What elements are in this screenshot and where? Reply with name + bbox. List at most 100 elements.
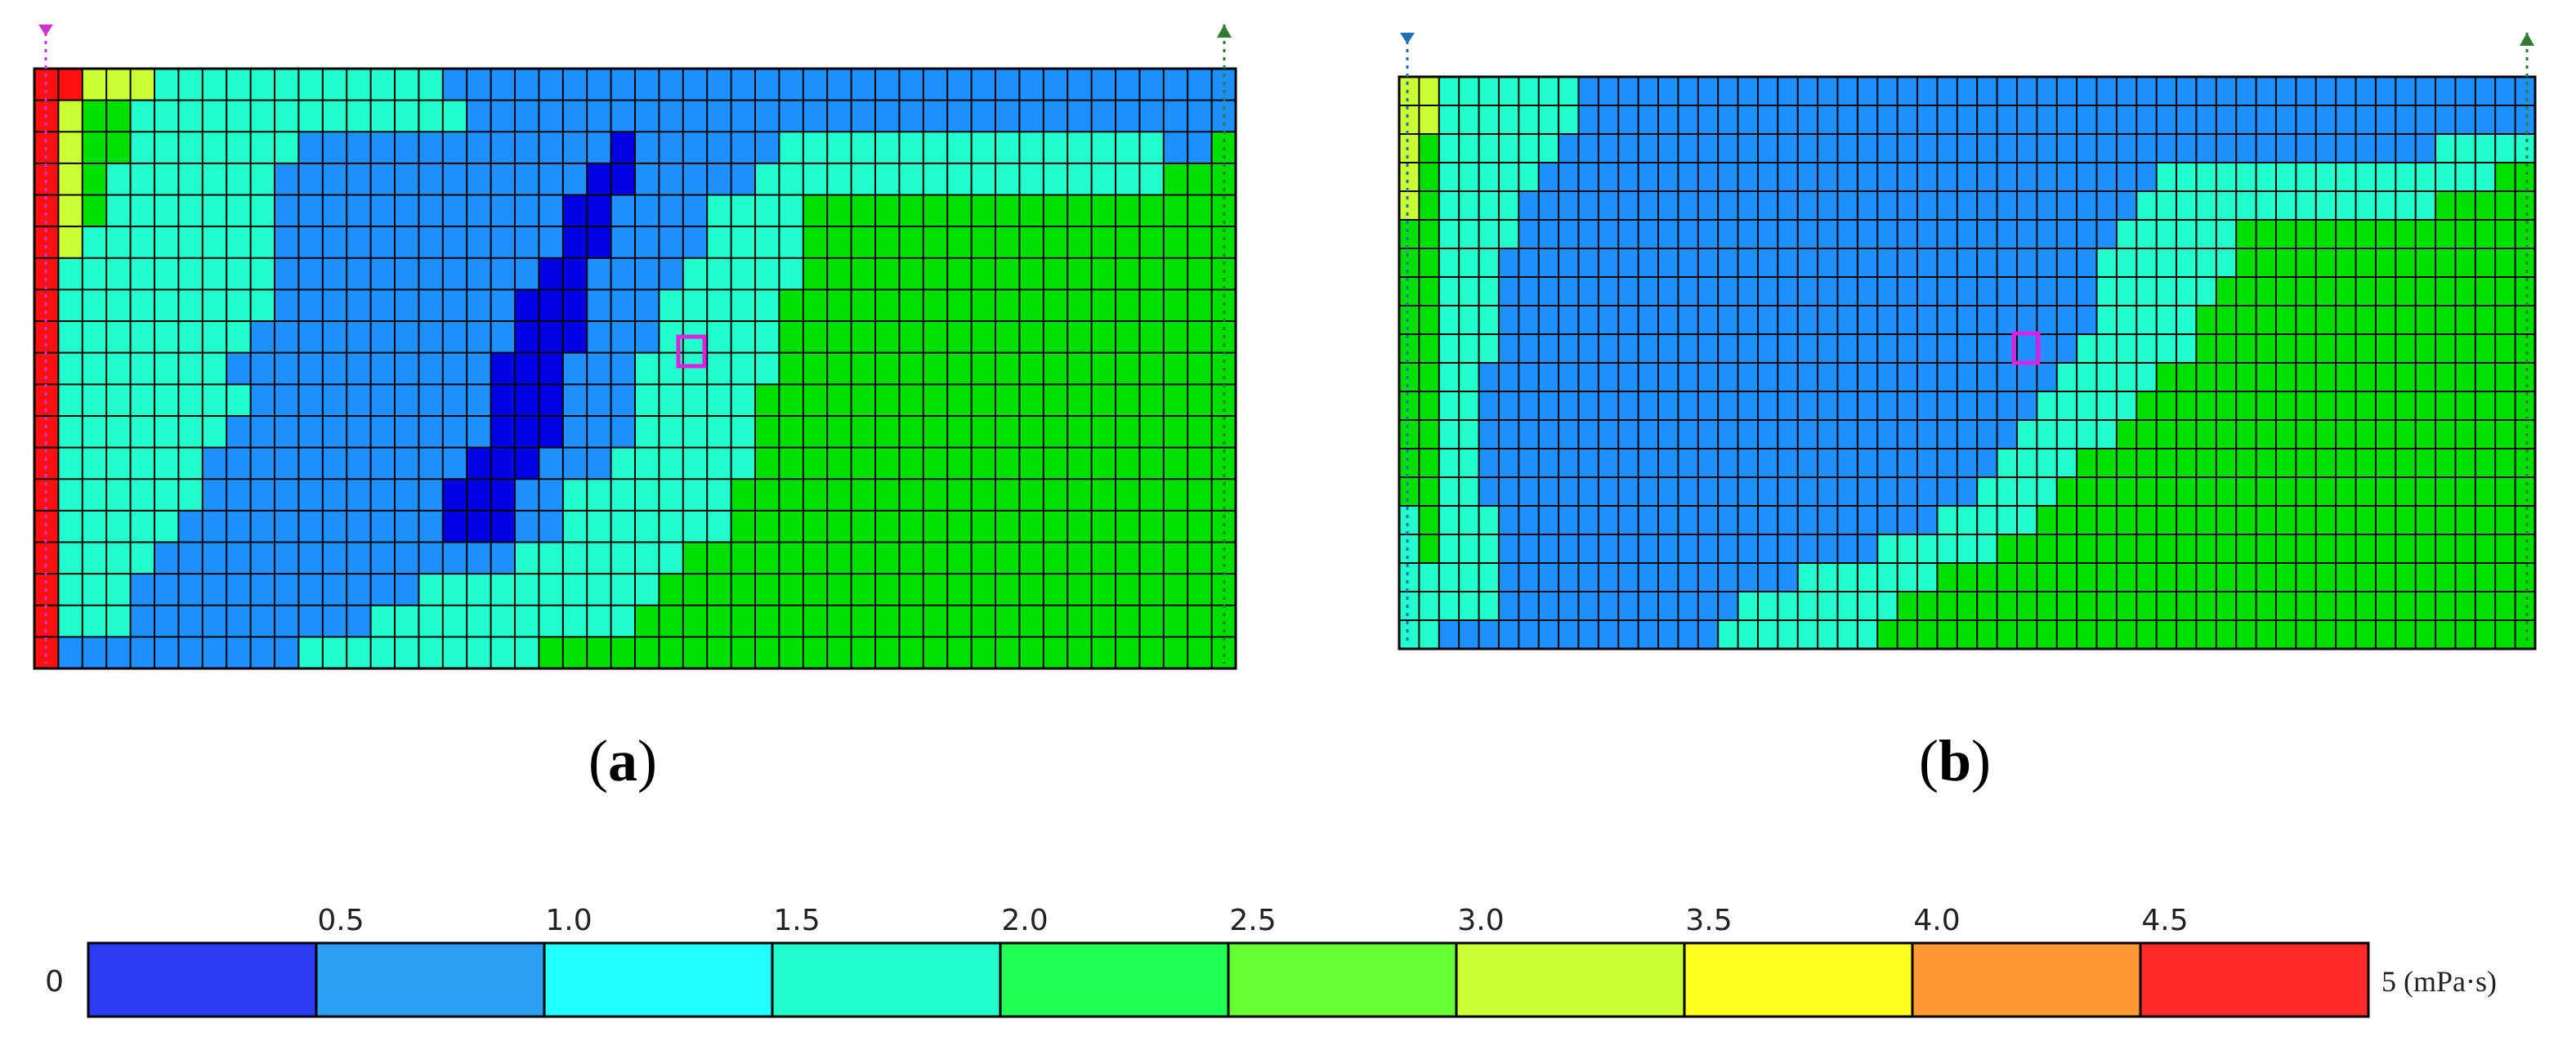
heatmap-cell <box>610 226 636 259</box>
heatmap-cell <box>1718 592 1739 621</box>
heatmap-cell <box>1658 191 1679 221</box>
heatmap-cell <box>1538 363 1559 392</box>
heatmap-cell <box>2016 592 2037 621</box>
heatmap-cell <box>1019 415 1044 449</box>
heatmap-cell <box>2515 105 2536 135</box>
heatmap-cell <box>1618 534 1639 564</box>
heatmap-cell <box>515 542 539 574</box>
heatmap-cell <box>1897 420 1918 449</box>
heatmap-cell <box>1459 477 1480 507</box>
heatmap-cell <box>1997 363 2018 392</box>
heatmap-cell <box>2455 191 2476 221</box>
heatmap-cell <box>1538 449 1559 478</box>
heatmap-cell <box>2136 534 2158 564</box>
heatmap-cell <box>1897 363 1918 392</box>
heatmap-cell <box>1187 289 1213 322</box>
heatmap-cell <box>827 132 852 164</box>
heatmap-cell <box>2435 592 2457 621</box>
heatmap-cell <box>1459 191 1480 221</box>
heatmap-cell <box>1438 163 1460 192</box>
heatmap-cell <box>418 637 444 669</box>
heatmap-cell <box>250 132 275 164</box>
heatmap-cell <box>610 321 636 354</box>
heatmap-cell <box>731 132 756 164</box>
heatmap-cell <box>659 384 684 417</box>
heatmap-cell <box>995 479 1020 512</box>
heatmap-cell <box>2495 191 2516 221</box>
heatmap-cell <box>515 510 539 543</box>
heatmap-cell <box>1718 449 1739 478</box>
heatmap-cell <box>154 194 179 227</box>
heatmap-cell <box>2455 248 2476 278</box>
heatmap-cell <box>1997 534 2018 564</box>
heatmap-cell <box>2136 306 2158 335</box>
heatmap-cell <box>2435 220 2457 249</box>
panel-a-heatmap <box>33 25 1237 670</box>
heatmap-cell <box>370 132 396 164</box>
heatmap-cell <box>659 479 684 512</box>
heatmap-cell <box>1837 477 1858 507</box>
heatmap-cell <box>827 257 852 291</box>
heatmap-cell <box>1399 248 1420 278</box>
heatmap-cell <box>731 637 756 669</box>
heatmap-cell <box>1997 220 2018 249</box>
heatmap-cell <box>1737 77 1759 106</box>
heatmap-cell <box>154 605 179 637</box>
heatmap-cell <box>1678 563 1699 592</box>
heatmap-cell <box>2056 420 2077 449</box>
heatmap-cell <box>178 100 203 132</box>
heatmap-cell <box>2495 420 2516 449</box>
heatmap-cell <box>275 605 299 637</box>
heatmap-cell <box>635 194 660 227</box>
heatmap-cell <box>2096 220 2118 249</box>
heatmap-cell <box>2116 449 2137 478</box>
heatmap-cell <box>2037 163 2058 192</box>
heatmap-cell <box>1538 592 1559 621</box>
heatmap-cell <box>1116 510 1140 543</box>
heatmap-cell <box>923 289 948 322</box>
heatmap-cell <box>2196 363 2217 392</box>
heatmap-cell <box>2435 563 2457 592</box>
heatmap-cell <box>1658 77 1679 106</box>
heatmap-cell <box>130 384 155 417</box>
heatmap-cell <box>562 605 588 637</box>
heatmap-cell <box>1163 384 1188 417</box>
heatmap-cell <box>562 289 588 322</box>
heatmap-cell <box>779 321 804 354</box>
heatmap-cell <box>2196 334 2217 364</box>
heatmap-cell <box>1957 420 1978 449</box>
heatmap-cell <box>923 637 948 669</box>
heatmap-cell <box>2136 449 2158 478</box>
heatmap-cell <box>1737 534 1759 564</box>
heatmap-cell <box>755 100 780 132</box>
heatmap-cell <box>1897 620 1918 650</box>
heatmap-cell <box>2336 334 2357 364</box>
heatmap-cell <box>851 100 876 132</box>
heatmap-cell <box>347 194 372 227</box>
heatmap-cell <box>2355 363 2377 392</box>
heatmap-cell <box>1187 542 1213 574</box>
heatmap-cell <box>1917 449 1939 478</box>
heatmap-cell <box>1043 574 1068 606</box>
heatmap-cell <box>442 194 467 227</box>
heatmap-cell <box>2156 306 2177 335</box>
heatmap-cell <box>2455 620 2476 650</box>
heatmap-cell <box>1116 352 1140 385</box>
heatmap-cell <box>2336 506 2357 535</box>
heatmap-cell <box>1778 277 1799 306</box>
heatmap-cell <box>1678 506 1699 535</box>
heatmap-cell <box>178 321 203 354</box>
heatmap-cell <box>539 289 564 322</box>
heatmap-cell <box>1399 191 1420 221</box>
heatmap-cell <box>1116 289 1140 322</box>
heatmap-cell <box>2077 105 2098 135</box>
heatmap-cell <box>1019 542 1044 574</box>
heatmap-cell <box>2296 134 2317 163</box>
heatmap-cell <box>875 574 900 606</box>
heatmap-cell <box>467 637 492 669</box>
heatmap-cell <box>1578 134 1599 163</box>
heatmap-cell <box>1618 77 1639 106</box>
heatmap-cell <box>1091 574 1116 606</box>
heatmap-cell <box>2275 420 2296 449</box>
heatmap-cell <box>178 384 203 417</box>
